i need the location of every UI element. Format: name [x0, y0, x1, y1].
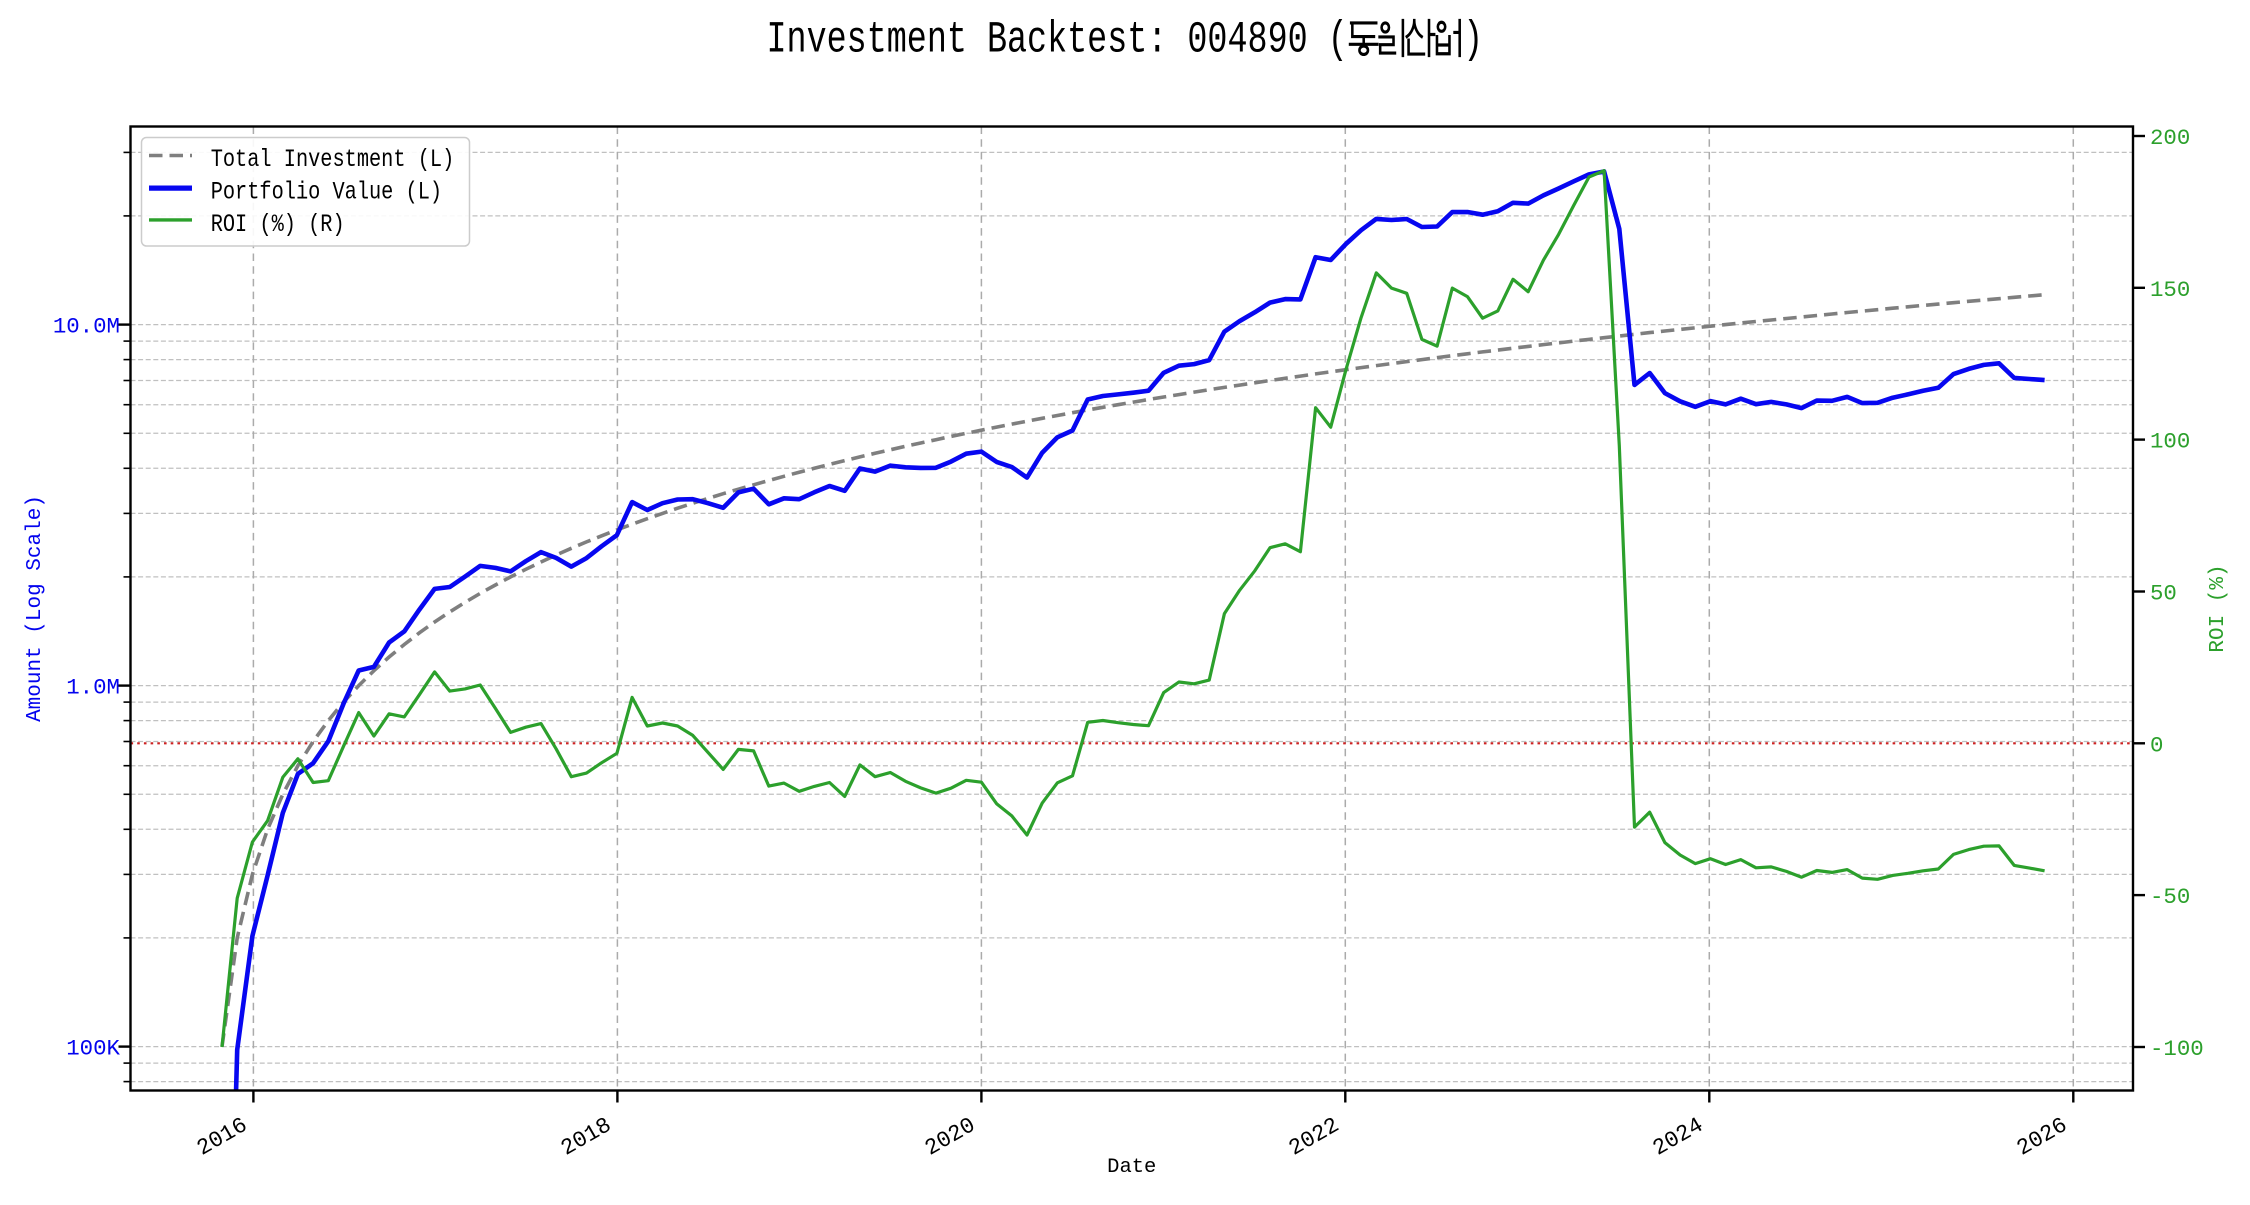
svg-text:50: 50: [2150, 581, 2177, 607]
svg-text:ROI (%) (R): ROI (%) (R): [211, 210, 345, 239]
svg-text:150: 150: [2150, 277, 2190, 303]
svg-text:100: 100: [2150, 429, 2190, 455]
svg-text:10.0M: 10.0M: [53, 314, 120, 340]
svg-text:Amount (Log Scale): Amount (Log Scale): [24, 495, 47, 722]
svg-text:-50: -50: [2150, 884, 2190, 910]
svg-text:1.0M: 1.0M: [66, 675, 120, 701]
svg-text:200: 200: [2150, 125, 2190, 151]
svg-text:ROI (%): ROI (%): [2207, 564, 2230, 652]
svg-text:Investment Backtest: 004890 (: Investment Backtest: 004890 (: [767, 15, 1348, 66]
svg-text:Portfolio Value (L): Portfolio Value (L): [211, 178, 442, 207]
svg-text:): ): [1463, 15, 1483, 66]
svg-text:0: 0: [2150, 732, 2163, 758]
svg-text:Total Investment (L): Total Investment (L): [211, 145, 455, 174]
svg-text:Date: Date: [1107, 1156, 1156, 1179]
svg-text:100K: 100K: [66, 1036, 120, 1062]
svg-text:-100: -100: [2150, 1036, 2204, 1062]
